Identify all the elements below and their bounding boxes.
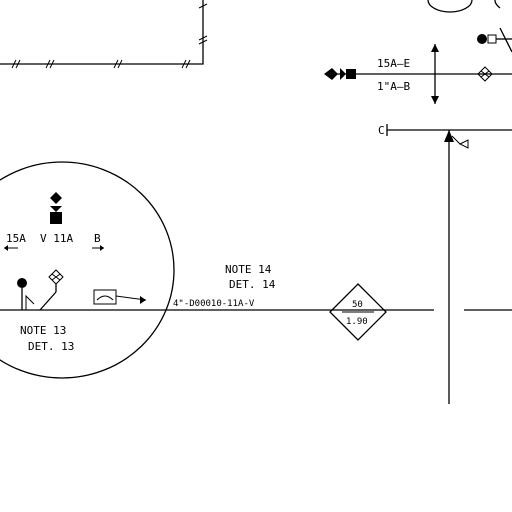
valve-line-top xyxy=(324,44,512,104)
detail-circle xyxy=(0,161,175,379)
instrument-arrow xyxy=(93,289,147,305)
diamond-tag-upper: 50 xyxy=(352,300,363,310)
note14-line1: NOTE 14 xyxy=(225,263,272,276)
diamond-tag xyxy=(329,283,387,341)
note13-line2: DET. 13 xyxy=(28,340,74,353)
diamond-tag-lower: 1.90 xyxy=(346,317,368,327)
valve-top-label-upper: 15A–E xyxy=(377,57,410,70)
valve-left-label-right: B xyxy=(94,232,101,245)
note13-line1: NOTE 13 xyxy=(20,324,66,337)
pipe-label: 4"-D00010-11A-V xyxy=(173,299,255,309)
drain-assembly xyxy=(17,269,64,311)
valve-left-label-left: 15A xyxy=(6,232,26,245)
note14-line2: DET. 14 xyxy=(229,278,276,291)
return-line xyxy=(386,124,512,404)
upper-left-line xyxy=(0,0,208,69)
valve-cluster-circle xyxy=(4,192,104,251)
tag-c: C xyxy=(378,124,385,137)
equipment-top-right xyxy=(427,0,512,53)
valve-left-label-mid: V 11A xyxy=(40,232,73,245)
valve-top-label-lower: 1"A–B xyxy=(377,80,410,93)
